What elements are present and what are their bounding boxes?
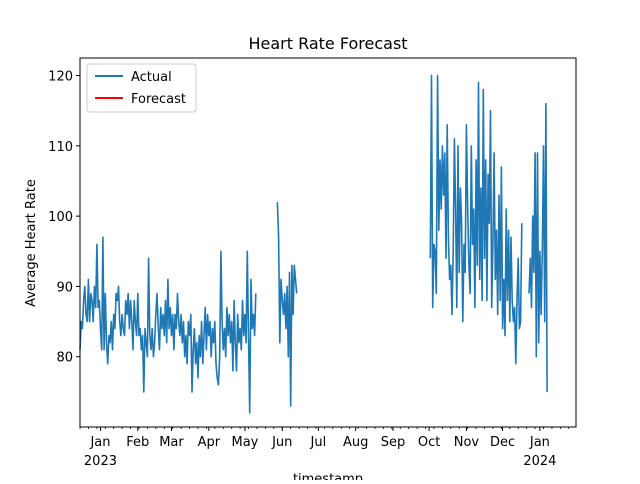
series-actual-line-0 [79,236,257,414]
x-tick-label-5: Jun [271,435,292,450]
series-actual-line-1 [276,202,298,407]
plot-area: 80 90 100 110 120 Jan 2023 Feb Mar Apr May Jun Jul Au… [48,57,577,469]
series-actual-line-2 [429,74,523,365]
x-tick-label-12: Jan [529,435,550,450]
y-tick-label-110: 110 [48,140,73,155]
x-tick-label-3: Apr [198,435,221,450]
legend-label-forecast: Forecast [131,92,186,107]
x-tick-label-1: Feb [126,435,149,450]
x-tick-label-0: Jan [89,435,110,450]
x-tick-year-label-12: 2024 [523,454,556,469]
x-tick-label-7: Aug [343,435,368,450]
y-tick-label-90: 90 [56,280,73,295]
x-tick-label-6: Jul [310,435,327,450]
x-tick-label-8: Sep [381,435,406,450]
x-tick-label-10: Nov [454,435,480,450]
x-tick-label-11: Dec [490,435,515,450]
y-axis-label: Average Heart Rate [24,179,39,307]
x-tick-label-2: Mar [159,435,184,450]
y-tick-label-100: 100 [48,210,73,225]
y-tick-label-120: 120 [48,70,73,85]
chart-title: Heart Rate Forecast [248,34,407,53]
series-actual-line-3 [528,102,548,392]
x-tick-label-4: May [231,435,258,450]
x-tick-year-label-0: 2023 [84,454,117,469]
x-axis-label: timestamp [293,472,363,480]
y-tick-label-80: 80 [56,351,73,366]
legend-label-actual: Actual [131,70,172,85]
legend: Actual Forecast [86,63,197,113]
x-tick-label-9: Oct [418,435,440,450]
axes-frame [79,57,577,428]
